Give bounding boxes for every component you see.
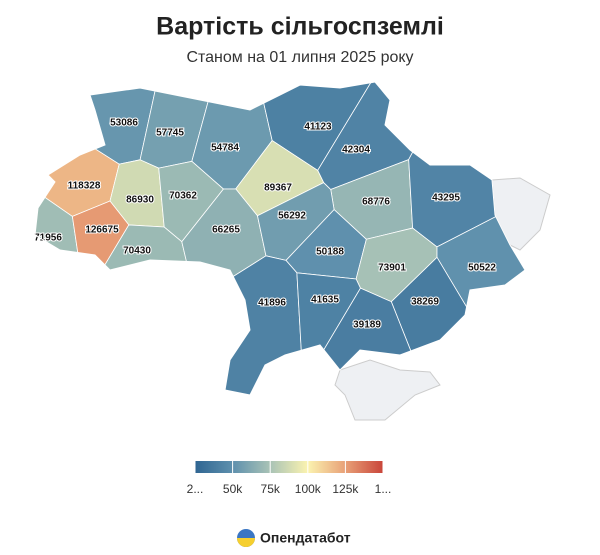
region-value-label: 56292	[278, 211, 306, 222]
legend-tick-label: 2...	[187, 482, 204, 496]
region-value-label: 38269	[411, 297, 439, 308]
region-no-data	[334, 359, 441, 421]
region-value-label: 57745	[156, 128, 184, 139]
legend-tick-label: 75k	[261, 482, 281, 496]
brand: Опендатабот	[237, 529, 351, 547]
labels: 53086 57745 54784 41123 42304 89367 118328 8693…	[33, 117, 497, 332]
region-value-label: 89367	[264, 183, 292, 194]
subtitle: Станом на 01 липня 2025 року	[186, 49, 413, 66]
region-value-label: 50522	[468, 263, 496, 274]
region-value-label: 41123	[304, 122, 332, 133]
legend-tick-label: 125k	[332, 482, 359, 496]
region-value-label: 43295	[432, 193, 460, 204]
brand-name: Опендатабот	[260, 530, 351, 546]
region-value-label: 41635	[311, 295, 339, 306]
region-value-label: 42304	[342, 145, 370, 156]
region-value-label: 73901	[378, 263, 406, 274]
legend-tick-label: 1...	[375, 482, 392, 496]
legend-tick-label: 50k	[223, 482, 243, 496]
region-value-label: 71956	[34, 233, 62, 244]
region-value-label: 39189	[353, 320, 381, 331]
region-value-label: 126675	[85, 225, 119, 236]
color-bar	[195, 461, 383, 473]
region	[263, 287, 493, 395]
region-value-label: 66265	[212, 225, 240, 236]
region-value-label: 70430	[123, 246, 151, 257]
region-value-label: 41896	[258, 298, 286, 309]
region-value-label: 70362	[169, 191, 197, 202]
region	[46, 224, 196, 395]
logo	[237, 538, 255, 547]
region-value-label: 118328	[68, 181, 101, 192]
region	[35, 165, 85, 395]
region-value-label: 54784	[211, 143, 239, 154]
region-value-label: 86930	[126, 195, 154, 206]
region-value-label: 53086	[110, 118, 138, 129]
region-value-label: 68776	[362, 197, 390, 208]
legend-tick-label: 100k	[295, 482, 322, 496]
legend: 2... 50k 75k 100k 125k 1...	[187, 461, 392, 496]
region	[390, 256, 525, 395]
title: Вартість сільгоспземлі	[156, 13, 444, 41]
region-value-label: 50188	[316, 247, 344, 258]
